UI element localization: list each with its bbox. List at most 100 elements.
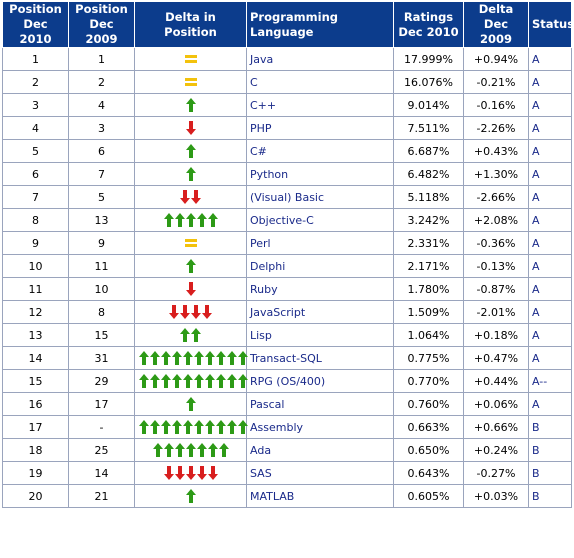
language-cell: C	[246, 70, 394, 94]
table-row: 2 2 C 16.076% -0.21% A	[2, 70, 572, 94]
table-row: 10 11 Delphi 2.171% -0.13% A	[2, 254, 572, 278]
arrow-up-icon	[191, 327, 201, 342]
position-change-indicator	[185, 141, 196, 161]
delta-rating-cell: +0.03%	[463, 484, 529, 508]
position-2010-cell: 10	[2, 254, 69, 278]
table-row: 4 3 PHP 7.511% -2.26% A	[2, 116, 572, 140]
arrow-up-icon	[182, 350, 193, 365]
language-cell: Lisp	[246, 323, 394, 347]
delta-position-cell	[134, 47, 247, 71]
position-2010-cell: 16	[2, 392, 69, 416]
delta-position-cell	[134, 484, 247, 508]
table-row: 17- Assembly 0.663% +0.66% B	[2, 415, 572, 439]
col-header-status: Status	[528, 1, 574, 48]
arrow-down-icon	[163, 465, 174, 480]
position-change-indicator	[163, 463, 218, 483]
rating-cell: 2.331%	[393, 231, 464, 255]
position-2010-cell: 6	[2, 162, 69, 186]
language-cell: C#	[246, 139, 394, 163]
arrow-down-icon	[202, 304, 212, 319]
arrow-up-icon	[182, 373, 193, 388]
position-change-indicator	[138, 371, 248, 391]
arrow-up-icon	[152, 442, 163, 457]
table-row: 3 4 C++ 9.014% -0.16% A	[2, 93, 572, 117]
position-change-indicator	[185, 118, 196, 138]
delta-rating-cell: -0.27%	[463, 461, 529, 485]
arrow-up-icon	[160, 350, 171, 365]
arrow-up-icon	[185, 166, 196, 181]
position-change-indicator	[185, 256, 196, 276]
language-cell: Assembly	[246, 415, 394, 439]
delta-position-cell	[134, 116, 247, 140]
status-cell: A	[528, 300, 572, 324]
language-cell: JavaScript	[246, 300, 394, 324]
delta-position-cell	[134, 415, 248, 439]
delta-rating-cell: -0.16%	[463, 93, 529, 117]
position-2009-cell: 7	[68, 162, 135, 186]
position-2009-cell: 3	[68, 116, 135, 140]
arrow-up-icon	[185, 212, 196, 227]
delta-position-cell	[134, 162, 247, 186]
status-cell: A	[528, 70, 572, 94]
status-cell: B	[528, 461, 572, 485]
rating-cell: 1.064%	[393, 323, 464, 347]
arrow-up-icon	[185, 442, 196, 457]
position-2009-cell: 11	[68, 254, 135, 278]
position-change-indicator	[185, 95, 196, 115]
position-2009-cell: 1	[68, 47, 135, 71]
arrow-down-icon	[191, 189, 201, 204]
position-change-indicator	[183, 72, 198, 92]
position-2009-cell: 10	[68, 277, 135, 301]
arrow-down-icon	[191, 304, 201, 319]
delta-position-cell	[134, 139, 247, 163]
arrow-up-icon	[138, 419, 149, 434]
table-row: 19 14 SAS 0.643% -0.27% B	[2, 461, 572, 485]
arrow-up-icon	[193, 350, 204, 365]
arrow-up-icon	[193, 419, 204, 434]
delta-rating-cell: +0.43%	[463, 139, 529, 163]
arrow-up-icon	[185, 488, 196, 503]
delta-rating-cell: -2.26%	[463, 116, 529, 140]
status-cell: A	[528, 116, 572, 140]
equal-icon	[184, 54, 197, 63]
delta-rating-cell: +0.47%	[463, 346, 529, 370]
status-cell: A--	[528, 369, 572, 393]
delta-rating-cell: -0.87%	[463, 277, 529, 301]
arrow-up-icon	[226, 419, 237, 434]
arrow-up-icon	[149, 373, 160, 388]
arrow-up-icon	[185, 396, 196, 411]
table-row: 18 25 Ada 0.650% +0.24% B	[2, 438, 572, 462]
col-header-position-2009: Position Dec 2009	[68, 1, 135, 48]
position-change-indicator	[185, 486, 196, 506]
position-2010-cell: 19	[2, 461, 69, 485]
delta-rating-cell: -0.36%	[463, 231, 529, 255]
arrow-up-icon	[215, 373, 226, 388]
table-row: 5 6 C# 6.687% +0.43% A	[2, 139, 572, 163]
position-change-indicator	[183, 49, 198, 69]
position-2009-cell: 5	[68, 185, 135, 209]
position-2010-cell: 4	[2, 116, 69, 140]
arrow-down-icon	[185, 281, 196, 296]
arrow-up-icon	[196, 212, 207, 227]
arrow-up-icon	[207, 442, 218, 457]
delta-position-cell	[134, 392, 247, 416]
position-change-indicator	[138, 417, 248, 437]
position-2009-cell: 14	[68, 461, 135, 485]
language-cell: Perl	[246, 231, 394, 255]
status-cell: B	[528, 415, 572, 439]
arrow-up-icon	[226, 350, 237, 365]
position-change-indicator	[185, 394, 196, 414]
table-row: 14 31 Transact-SQL 0.775% +0.47% A	[2, 346, 572, 370]
col-header-ratings: Ratings Dec 2010	[393, 1, 464, 48]
status-cell: A	[528, 277, 572, 301]
rating-cell: 5.118%	[393, 185, 464, 209]
arrow-up-icon	[182, 419, 193, 434]
arrow-up-icon	[149, 350, 160, 365]
status-cell: A	[528, 162, 572, 186]
rating-cell: 17.999%	[393, 47, 464, 71]
rating-cell: 7.511%	[393, 116, 464, 140]
table-row: 12 8 JavaScript 1.509% -2.01% A	[2, 300, 572, 324]
language-cell: Objective-C	[246, 208, 394, 232]
status-cell: A	[528, 185, 572, 209]
table-row: 15 29 RPG (OS/400) 0.770% +0.44% A--	[2, 369, 572, 393]
